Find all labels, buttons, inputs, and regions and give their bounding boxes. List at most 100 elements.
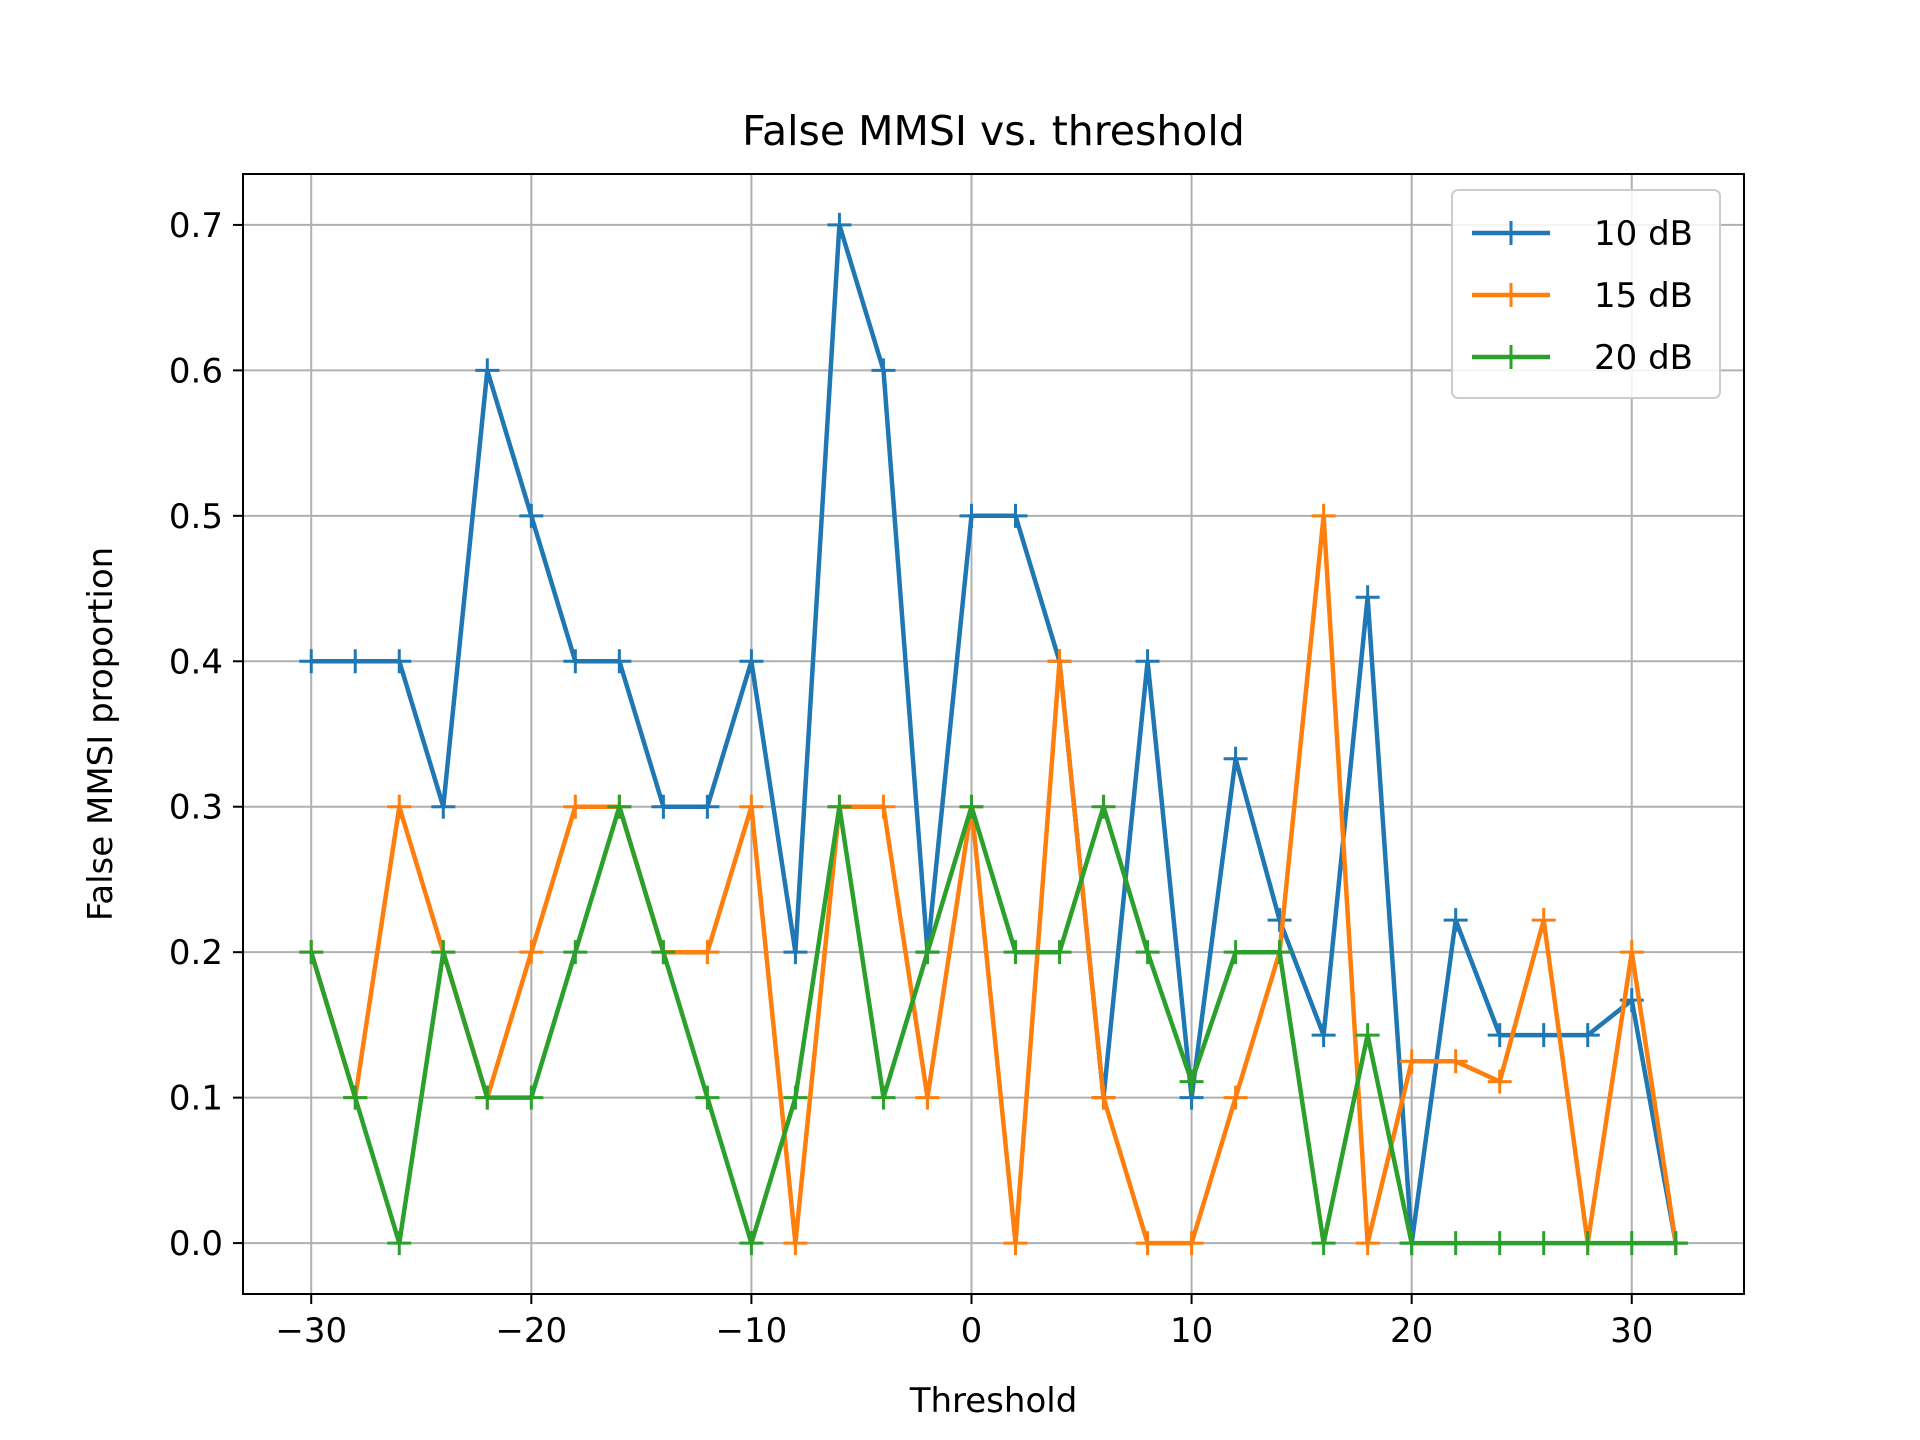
data-point-marker: [1223, 940, 1248, 965]
y-tick-label: 0.2: [169, 933, 223, 973]
y-tick-label: 0.5: [169, 497, 223, 537]
data-point-marker: [1091, 1085, 1116, 1110]
data-point-marker: [1311, 1231, 1336, 1256]
data-point-marker: [651, 794, 676, 819]
data-point-marker: [1531, 1023, 1556, 1048]
data-point-marker: [475, 358, 500, 383]
data-point-marker: [1135, 649, 1160, 674]
data-point-marker: [387, 794, 412, 819]
x-tick-label: −10: [716, 1311, 788, 1351]
y-tick-label: 0.1: [169, 1079, 223, 1119]
data-point-marker: [1223, 746, 1248, 771]
data-point-marker: [1355, 1231, 1380, 1256]
x-tick-label: 30: [1610, 1311, 1653, 1351]
data-point-marker: [915, 1085, 940, 1110]
data-point-marker: [695, 794, 720, 819]
y-tick-label: 0.7: [169, 206, 223, 246]
legend-marker: [1499, 221, 1523, 245]
y-tick-label: 0.6: [169, 351, 223, 391]
data-point-marker: [739, 649, 764, 674]
data-point-marker: [299, 940, 324, 965]
data-point-marker: [343, 1085, 368, 1110]
legend-box: [1451, 189, 1721, 399]
data-point-marker: [695, 1085, 720, 1110]
data-point-marker: [607, 794, 632, 819]
data-point-marker: [1267, 908, 1292, 933]
series-line: [308, 222, 1679, 1246]
data-point-marker: [959, 503, 984, 528]
data-point-marker: [1399, 1231, 1424, 1256]
data-point-marker: [783, 940, 808, 965]
data-point-marker: [1575, 1023, 1600, 1048]
series-15-db: [299, 503, 1688, 1256]
x-tick-label: 0: [961, 1311, 983, 1351]
data-point-marker: [1003, 940, 1028, 965]
data-point-marker: [827, 794, 852, 819]
data-point-marker: [1135, 940, 1160, 965]
data-point-marker: [387, 649, 412, 674]
series-20-db: [299, 794, 1688, 1256]
data-point-marker: [1355, 1023, 1380, 1048]
data-point-marker: [431, 940, 456, 965]
data-point-marker: [1487, 1023, 1512, 1048]
data-point-marker: [1355, 585, 1380, 610]
legend-label: 15 dB: [1594, 276, 1693, 316]
legend: 10 dB 15 dB 20 dB: [1451, 189, 1721, 399]
data-point-marker: [1311, 503, 1336, 528]
data-point-marker: [871, 794, 896, 819]
data-point-marker: [1047, 940, 1072, 965]
data-point-marker: [1223, 1085, 1248, 1110]
series-lines: [299, 212, 1688, 1256]
data-point-marker: [959, 794, 984, 819]
data-point-marker: [1267, 940, 1292, 965]
y-axis-title: False MMSI proportion: [81, 547, 121, 921]
legend-item: 10 dB: [1472, 214, 1693, 254]
data-point-marker: [1003, 1231, 1028, 1256]
x-tick-label: −30: [275, 1311, 347, 1351]
data-point-marker: [1179, 1231, 1204, 1256]
data-point-marker: [1311, 1023, 1336, 1048]
data-point-marker: [1003, 503, 1028, 528]
chart-title: False MMSI vs. threshold: [742, 107, 1245, 155]
data-point-marker: [1047, 649, 1072, 674]
y-tick-label: 0.0: [169, 1224, 223, 1264]
legend-label: 10 dB: [1594, 214, 1693, 254]
data-point-marker: [915, 940, 940, 965]
data-point-marker: [1619, 940, 1644, 965]
data-point-marker: [1399, 1049, 1424, 1074]
plot-frame: [242, 173, 1745, 1295]
data-point-marker: [299, 649, 324, 674]
data-point-marker: [1487, 1069, 1512, 1094]
data-point-marker: [1575, 1231, 1600, 1256]
data-point-marker: [739, 1231, 764, 1256]
data-point-marker: [1135, 1231, 1160, 1256]
data-point-marker: [1091, 794, 1116, 819]
data-point-marker: [1663, 1231, 1688, 1256]
data-point-marker: [827, 212, 852, 237]
legend-item: 15 dB: [1472, 276, 1693, 316]
data-point-marker: [563, 940, 588, 965]
data-point-marker: [871, 1085, 896, 1110]
data-point-marker: [475, 1085, 500, 1110]
data-point-marker: [1443, 908, 1468, 933]
data-point-marker: [695, 940, 720, 965]
data-point-marker: [651, 940, 676, 965]
legend-marker: [1499, 345, 1523, 369]
x-axis-ticks: −30 −20 −10 0 10 20 30: [275, 1294, 1653, 1351]
legend-label: 20 dB: [1594, 338, 1693, 378]
data-point-marker: [431, 794, 456, 819]
x-tick-label: −20: [495, 1311, 567, 1351]
data-point-marker: [1619, 1231, 1644, 1256]
data-point-marker: [563, 649, 588, 674]
data-point-marker: [1443, 1231, 1468, 1256]
data-point-marker: [519, 1085, 544, 1110]
data-point-marker: [1487, 1231, 1512, 1256]
data-point-marker: [343, 649, 368, 674]
data-point-marker: [563, 794, 588, 819]
x-tick-label: 20: [1390, 1311, 1433, 1351]
legend-marker: [1499, 283, 1523, 307]
data-point-marker: [519, 940, 544, 965]
data-point-marker: [783, 1085, 808, 1110]
y-axis-ticks: 0.0 0.1 0.2 0.3 0.4 0.5 0.6 0.7: [169, 206, 243, 1264]
